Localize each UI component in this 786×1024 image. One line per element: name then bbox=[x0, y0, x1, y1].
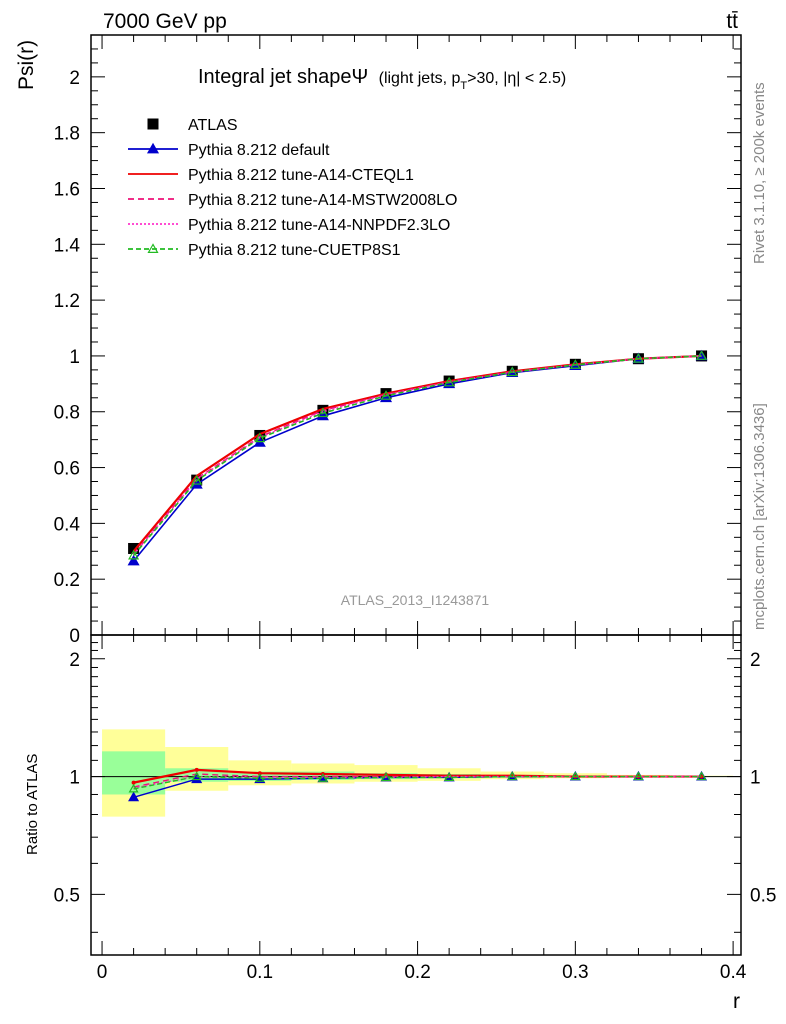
legend-swatch bbox=[147, 118, 159, 130]
series-point bbox=[128, 549, 140, 560]
ratio-series-point bbox=[380, 772, 392, 782]
y-tick-label: 1.2 bbox=[54, 291, 80, 312]
ratio-ylabel: Ratio to ATLAS bbox=[24, 754, 41, 855]
ratio-series-point bbox=[317, 773, 328, 782]
series-line bbox=[132, 355, 702, 556]
ratio-series-point bbox=[191, 773, 203, 784]
legend: ATLAS Pythia 8.212 default Pythia 8.212 tu… bbox=[128, 117, 457, 259]
ratio-tick-label-right: 1 bbox=[750, 768, 761, 789]
atlas-data-point bbox=[128, 542, 140, 554]
series-point bbox=[127, 554, 140, 566]
series-point bbox=[506, 366, 518, 377]
y-tick-label: 2 bbox=[69, 68, 80, 89]
x-axis-label: r bbox=[733, 990, 740, 1013]
ratio-frame bbox=[90, 634, 742, 956]
series-point bbox=[254, 432, 266, 443]
legend-marker bbox=[146, 142, 160, 154]
legend-entry-label: ATLAS bbox=[188, 117, 238, 134]
x-tick-label: 0.3 bbox=[562, 962, 588, 983]
y-tick-label: 0 bbox=[69, 626, 80, 647]
y-tick-label: 1.8 bbox=[54, 124, 80, 145]
ratio-tick-label: 1 bbox=[69, 768, 80, 789]
ratio-band-inner bbox=[102, 751, 166, 795]
ratio-series-group bbox=[128, 767, 708, 802]
ratio-tick-label-right: 0.5 bbox=[750, 885, 776, 906]
ratio-tick-label: 0.5 bbox=[54, 885, 80, 906]
x-tick-label: 0 bbox=[97, 962, 108, 983]
y-tick-label: 1.4 bbox=[54, 235, 81, 256]
y-tick-label: 0.4 bbox=[54, 514, 81, 535]
series-point bbox=[569, 359, 581, 369]
main-ylabel: Psi(r) bbox=[15, 40, 38, 90]
ratio-series-point bbox=[131, 780, 136, 785]
ratio-plot-panel: 0.5 0.5 1 1 2 2 bbox=[54, 634, 776, 956]
ratio-series-point bbox=[254, 773, 265, 782]
x-tick-label: 0.4 bbox=[720, 962, 747, 983]
series-point bbox=[317, 407, 329, 418]
y-tick-label: 0.8 bbox=[54, 403, 80, 424]
title-detail-sub: T bbox=[460, 80, 467, 92]
ratio-axis-ticks: 0.5 0.5 1 1 2 2 bbox=[54, 635, 776, 955]
ratio-uncertainty-bands bbox=[91, 729, 741, 817]
series-point bbox=[380, 390, 392, 400]
x-tick-labels: 0 0.1 0.2 0.3 0.4 bbox=[97, 962, 747, 983]
ratio-tick-label-right: 2 bbox=[750, 650, 761, 671]
ratio-series-point bbox=[128, 783, 139, 793]
series-point bbox=[443, 376, 455, 387]
y-tick-label: 1 bbox=[69, 347, 80, 368]
title-detail-b: >30, |η| < 2.5) bbox=[467, 70, 566, 87]
series-line bbox=[132, 355, 702, 556]
legend-marker bbox=[147, 243, 159, 253]
series-point bbox=[696, 350, 708, 360]
energy-label: 7000 GeV pp bbox=[103, 10, 227, 33]
legend-entry-label: Pythia 8.212 tune-A14-NNPDF2.3LO bbox=[188, 217, 450, 234]
x-tick-label: 0.1 bbox=[247, 962, 273, 983]
ratio-series-point bbox=[633, 771, 644, 781]
ratio-series-point bbox=[128, 791, 140, 802]
series-point bbox=[191, 474, 203, 485]
y-tick-label: 1.6 bbox=[54, 179, 80, 200]
ratio-series-point bbox=[444, 772, 455, 782]
ratio-series-point bbox=[194, 767, 199, 772]
x-tick-label: 0.2 bbox=[404, 962, 430, 983]
chart-title: Integral jet shapeΨ (light jets, pT>30, … bbox=[198, 66, 566, 92]
ratio-series-point bbox=[507, 771, 518, 781]
title-main: Integral jet shapeΨ bbox=[198, 66, 368, 88]
ratio-series-point bbox=[191, 771, 202, 781]
series-point bbox=[632, 353, 644, 363]
ratio-series-line bbox=[133, 775, 702, 790]
analysis-watermark: ATLAS_2013_I1243871 bbox=[341, 592, 490, 608]
ratio-series-point bbox=[696, 771, 707, 781]
y-tick-label: 0.2 bbox=[54, 570, 80, 591]
y-tick-label: 0.6 bbox=[54, 459, 80, 480]
ratio-tick-label: 2 bbox=[69, 650, 80, 671]
legend-entry-label: Pythia 8.212 tune-CUETP8S1 bbox=[188, 242, 401, 259]
legend-entry-label: Pythia 8.212 default bbox=[188, 142, 330, 159]
atlas-data-point bbox=[254, 429, 266, 441]
mcplots-label: mcplots.cern.ch [arXiv:1306.3436] bbox=[751, 403, 768, 630]
rivet-label: Rivet 3.1.10, ≥ 200k events bbox=[751, 82, 768, 264]
series-line bbox=[132, 355, 702, 555]
main-series-group bbox=[127, 349, 708, 566]
ratio-series-line bbox=[133, 775, 702, 789]
legend-entry-label: Pythia 8.212 tune-A14-CTEQL1 bbox=[188, 167, 414, 184]
title-detail-a: (light jets, p bbox=[379, 70, 461, 87]
series-point bbox=[316, 409, 329, 421]
process-label: tt̄ bbox=[726, 10, 738, 33]
legend-entry-label: Pythia 8.212 tune-A14-MSTW2008LO bbox=[188, 192, 457, 209]
ratio-series-point bbox=[570, 771, 581, 781]
series-line bbox=[132, 354, 702, 552]
